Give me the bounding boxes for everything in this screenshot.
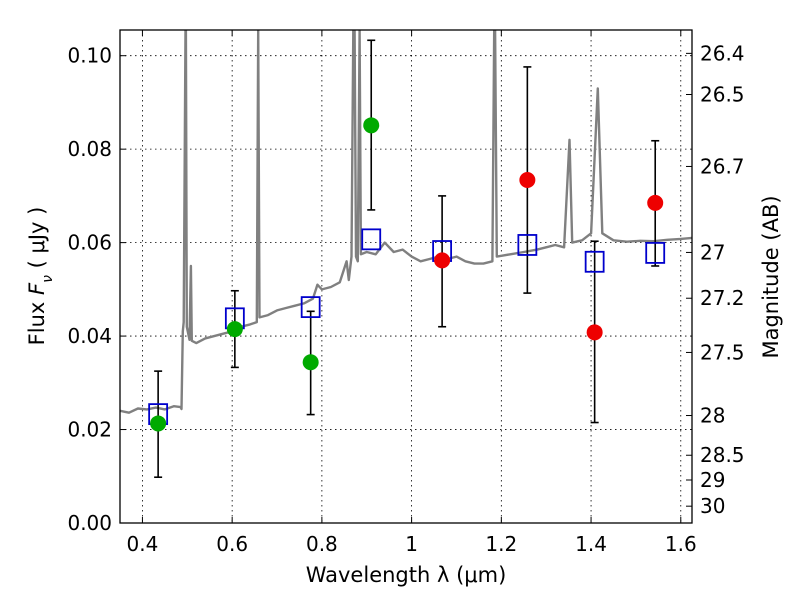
y-tick-label: 0.00 [67,511,112,535]
right-tick-label: 29 [700,468,725,492]
circle-point [647,194,664,211]
x-tick-label: 1.2 [485,532,517,556]
right-tick-label: 30 [700,494,725,518]
right-tick-label: 26.7 [700,154,745,178]
x-axis-label: Wavelength λ (μm) [306,563,507,587]
open-square-point [645,242,666,264]
open-square-point [361,228,382,251]
x-tick-label: 1.6 [665,532,697,556]
axis-ticks [120,30,692,524]
grid-lines [120,30,692,523]
error-bars [154,39,660,479]
y-tick-label: 0.08 [67,137,112,161]
y-tick-label: 0.06 [67,231,112,255]
y-tick-label: 0.10 [67,44,112,68]
right-tick-label: 27.5 [700,340,745,364]
plot-frame [119,29,693,524]
y-axis-right-label: Magnitude (AB) [759,195,783,358]
spectrum-line [120,30,692,414]
right-tick-label: 26.4 [700,41,745,65]
open-square-point [584,250,605,273]
right-tick-label: 28.5 [700,443,745,467]
x-tick-label: 0.8 [306,532,338,556]
x-tick-label: 0.4 [127,532,159,556]
y-axis-label: Flux Fν ( μJy ) [25,207,56,346]
x-tick-label: 1.4 [575,532,607,556]
right-tick-label: 27 [700,240,725,264]
open-square-point [300,296,321,319]
circle-point [519,172,536,189]
circle-point [434,252,451,269]
open-square-point [517,234,538,256]
circle-point [586,324,603,341]
tick-labels: 0.4 0.6 0.8 1 1.2 1.4 1.6 0.00 0.02 0.04 0.06 0.08 0… [67,41,744,556]
x-tick-label: 0.6 [216,532,248,556]
spectrum-series [120,30,692,414]
circle-point [363,117,380,134]
y-tick-label: 0.04 [67,324,112,348]
right-tick-label: 28 [700,404,725,428]
data-markers [148,117,666,432]
right-tick-label: 26.5 [700,82,745,106]
y-tick-label: 0.02 [67,418,112,442]
right-tick-label: 27.2 [700,286,745,310]
circle-point [226,321,243,338]
x-tick-label: 1 [405,532,418,556]
circle-point [150,415,167,432]
circle-point [302,354,319,371]
